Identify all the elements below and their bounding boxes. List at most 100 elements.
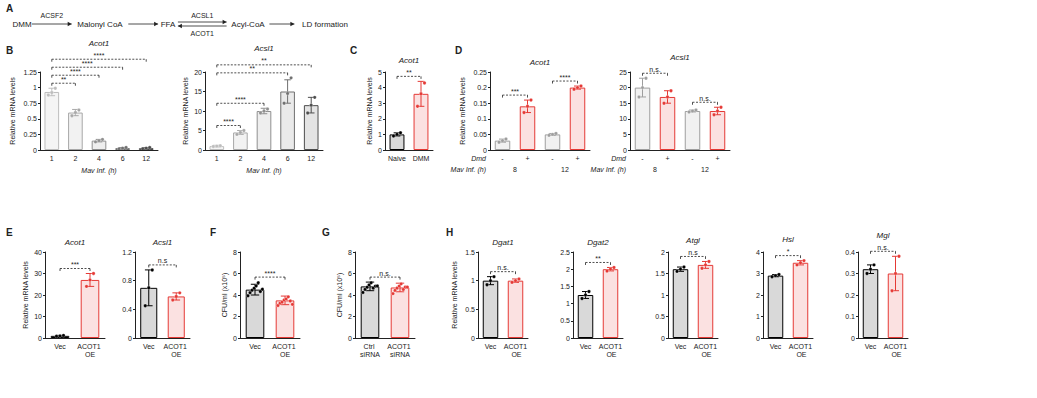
svg-text:10: 10 — [619, 115, 627, 122]
svg-text:0: 0 — [198, 147, 202, 154]
svg-text:E: E — [6, 227, 13, 238]
svg-text:n.s.: n.s. — [497, 264, 508, 271]
svg-text:Acsl1: Acsl1 — [253, 44, 274, 53]
svg-text:ACOT1: ACOT1 — [504, 343, 527, 350]
svg-text:0.15: 0.15 — [473, 100, 487, 107]
svg-text:Ctrl: Ctrl — [364, 343, 377, 350]
svg-text:4: 4 — [233, 292, 237, 299]
svg-text:6: 6 — [348, 270, 352, 277]
svg-text:siRNA: siRNA — [390, 351, 410, 358]
svg-text:2: 2 — [238, 155, 242, 162]
svg-text:1.2: 1.2 — [122, 249, 132, 256]
svg-text:Relative mRNA levels: Relative mRNA levels — [366, 77, 373, 145]
svg-text:0.1: 0.1 — [845, 313, 855, 320]
svg-text:ACSL1: ACSL1 — [191, 12, 213, 19]
svg-text:Mav Inf. (h): Mav Inf. (h) — [451, 166, 486, 174]
svg-text:3: 3 — [378, 100, 382, 107]
svg-text:8: 8 — [233, 249, 237, 256]
svg-text:0.5: 0.5 — [560, 317, 570, 324]
svg-text:Naive: Naive — [388, 155, 406, 162]
svg-text:n.s.: n.s. — [379, 270, 390, 277]
svg-text:0.4: 0.4 — [845, 249, 855, 256]
svg-text:0.2: 0.2 — [477, 84, 487, 91]
svg-text:2: 2 — [348, 313, 352, 320]
svg-text:Dgat2: Dgat2 — [587, 238, 609, 247]
svg-text:**: ** — [61, 76, 67, 83]
svg-text:4: 4 — [97, 155, 101, 162]
svg-text:2.5: 2.5 — [560, 249, 570, 256]
svg-text:0: 0 — [471, 335, 475, 342]
svg-text:Vec: Vec — [143, 343, 155, 350]
svg-text:1.25: 1.25 — [23, 69, 37, 76]
svg-text:Vec: Vec — [580, 343, 592, 350]
svg-text:D: D — [455, 45, 462, 56]
svg-text:+: + — [665, 155, 669, 162]
svg-text:H: H — [446, 227, 453, 238]
svg-text:8: 8 — [348, 249, 352, 256]
svg-text:8: 8 — [513, 166, 517, 173]
svg-text:3: 3 — [756, 270, 760, 277]
svg-text:0.2: 0.2 — [845, 292, 855, 299]
svg-text:ACOT1: ACOT1 — [387, 343, 412, 350]
svg-text:6: 6 — [121, 155, 125, 162]
svg-text:****: **** — [94, 52, 105, 59]
svg-text:Relative mRNA levels: Relative mRNA levels — [451, 261, 458, 329]
svg-text:+: + — [575, 155, 579, 162]
svg-text:40: 40 — [34, 249, 42, 256]
svg-text:***: *** — [71, 261, 79, 268]
svg-text:CFU/ml (x10⁵): CFU/ml (x10⁵) — [221, 273, 229, 318]
svg-text:0: 0 — [851, 335, 855, 342]
svg-text:**: ** — [406, 69, 412, 76]
svg-text:Acsl1: Acsl1 — [669, 53, 690, 62]
svg-text:6: 6 — [286, 155, 290, 162]
svg-text:**: ** — [595, 255, 601, 262]
svg-text:CFU/ml (x10⁵): CFU/ml (x10⁵) — [336, 273, 344, 318]
svg-text:2: 2 — [378, 115, 382, 122]
svg-text:30: 30 — [34, 270, 42, 277]
svg-text:0: 0 — [483, 147, 487, 154]
svg-text:C: C — [350, 45, 357, 56]
svg-text:0.5: 0.5 — [655, 313, 665, 320]
svg-text:**: ** — [249, 65, 255, 72]
svg-text:OE: OE — [604, 351, 616, 358]
svg-text:Hsl: Hsl — [782, 235, 794, 244]
svg-text:*: * — [787, 248, 790, 255]
svg-text:***: *** — [511, 88, 519, 95]
svg-text:OE: OE — [794, 351, 806, 358]
svg-text:Vec: Vec — [865, 343, 877, 350]
svg-text:0: 0 — [348, 335, 352, 342]
svg-text:0.4: 0.4 — [122, 306, 132, 313]
svg-text:ACOT1: ACOT1 — [191, 30, 214, 37]
svg-text:1.5: 1.5 — [560, 283, 570, 290]
svg-text:ACOT1: ACOT1 — [789, 343, 812, 350]
svg-text:F: F — [210, 227, 216, 238]
svg-text:0.25: 0.25 — [23, 131, 37, 138]
svg-text:1: 1 — [215, 155, 219, 162]
svg-text:5: 5 — [623, 131, 627, 138]
svg-text:Vec: Vec — [249, 343, 261, 350]
svg-text:FFA: FFA — [161, 20, 176, 29]
svg-text:Acot1: Acot1 — [64, 238, 85, 247]
svg-text:OE: OE — [699, 351, 711, 358]
svg-text:5: 5 — [198, 127, 202, 134]
svg-text:1: 1 — [50, 155, 54, 162]
svg-text:10: 10 — [34, 313, 42, 320]
svg-text:ACOT1: ACOT1 — [599, 343, 622, 350]
svg-text:****: **** — [70, 68, 81, 75]
svg-text:2: 2 — [756, 292, 760, 299]
svg-text:25: 25 — [619, 69, 627, 76]
svg-text:Atgl: Atgl — [685, 236, 700, 245]
svg-text:12: 12 — [307, 155, 315, 162]
svg-text:OE: OE — [85, 351, 95, 358]
svg-text:Acot1: Acot1 — [88, 39, 109, 48]
svg-text:OE: OE — [171, 351, 181, 358]
svg-text:DMM: DMM — [12, 20, 31, 29]
svg-text:1: 1 — [378, 131, 382, 138]
svg-text:LD formation: LD formation — [302, 20, 348, 29]
svg-text:****: **** — [265, 270, 276, 277]
svg-text:0.3: 0.3 — [845, 270, 855, 277]
svg-text:0: 0 — [233, 335, 237, 342]
svg-text:0: 0 — [128, 335, 132, 342]
svg-text:6: 6 — [233, 270, 237, 277]
svg-text:1: 1 — [566, 300, 570, 307]
